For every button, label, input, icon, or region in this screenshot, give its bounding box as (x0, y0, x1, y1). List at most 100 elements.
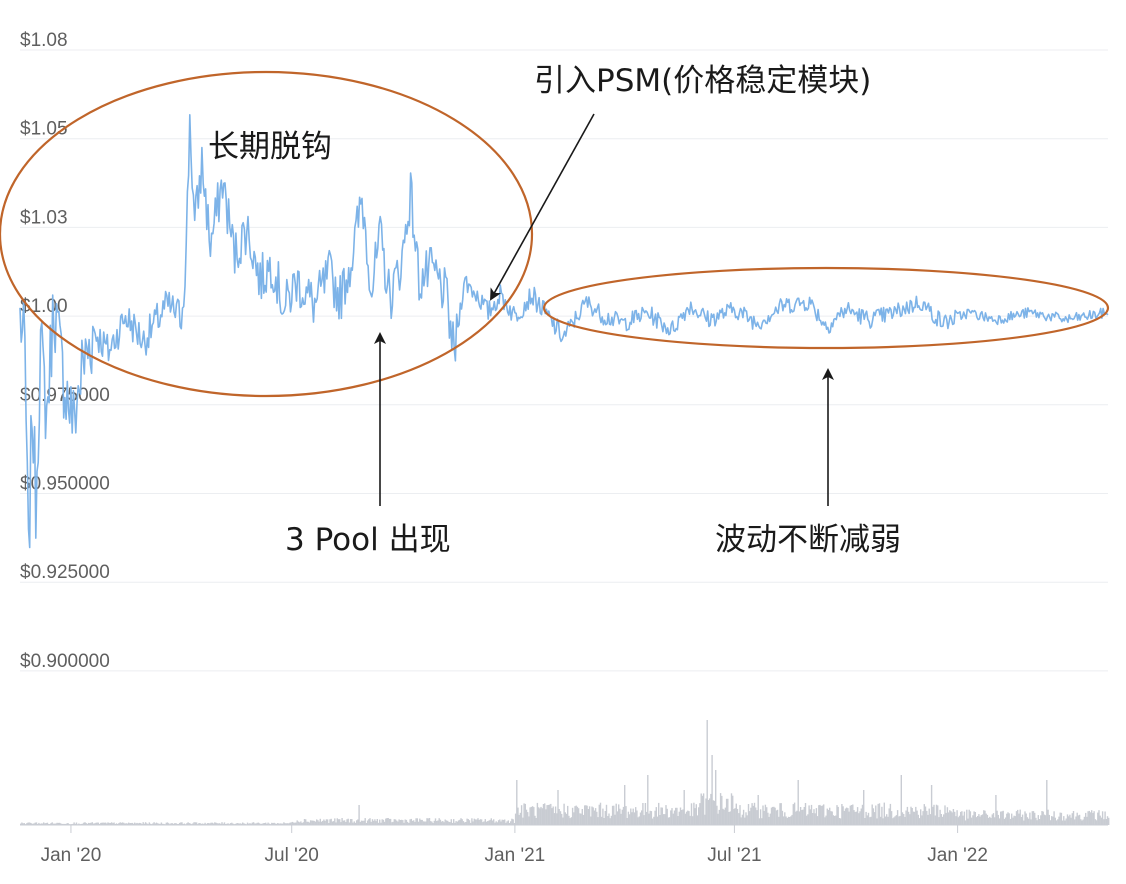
volume-bar (87, 822, 90, 825)
annotation-layer: 长期脱钩 引入PSM(价格稳定模块) 3 Pool 出现 波动不断减弱 (0, 63, 1110, 558)
volume-bar (206, 823, 209, 825)
volume-bar (136, 822, 138, 825)
volume-bar (130, 823, 132, 825)
volume-bar (855, 811, 858, 825)
volume-bar (974, 812, 976, 825)
volume-bar (180, 822, 182, 825)
volume-bar (1076, 812, 1078, 825)
volume-bar (474, 819, 477, 825)
volume-bar (1095, 820, 1098, 825)
volume-bar (666, 808, 668, 825)
volume-bar (643, 815, 645, 825)
volume-bar (295, 822, 297, 825)
volume-bar (917, 814, 919, 825)
volume-bar (44, 823, 46, 825)
volume-bar (471, 818, 473, 825)
volume-bar (745, 812, 747, 825)
volume-bar (529, 807, 531, 825)
volume-bar (1040, 815, 1042, 825)
volume-bar (818, 805, 820, 825)
volume-bar (813, 809, 815, 825)
volume-bar (861, 804, 864, 825)
volume-bar (1104, 811, 1106, 825)
volume-bar (265, 822, 267, 825)
volume-bar (187, 822, 189, 825)
volume-bar (892, 818, 894, 825)
volume-bar (632, 808, 634, 825)
volume-bar (973, 811, 975, 825)
volume-bar (791, 814, 793, 825)
volume-bar (557, 790, 559, 825)
volume-bar (883, 802, 885, 825)
volume-bar (261, 823, 263, 825)
volume-bar (849, 805, 851, 825)
volume-bar (869, 817, 871, 825)
volume-bar (477, 818, 479, 825)
volume-bar (43, 822, 45, 825)
volume-bar (658, 802, 660, 825)
volume-bar (483, 821, 485, 825)
volume-bar (161, 823, 164, 825)
volume-bar (62, 823, 64, 825)
volume-bar (74, 823, 76, 825)
volume-bar (55, 823, 57, 825)
volume-bar (402, 820, 404, 825)
volume-bar (591, 806, 593, 825)
volume-bar (73, 822, 75, 825)
volume-bar (153, 822, 155, 825)
psm-label: 引入PSM(价格稳定模块) (534, 63, 871, 99)
volume-bar (1025, 813, 1027, 825)
volume-bar (806, 815, 808, 825)
volume-bar (288, 823, 290, 825)
volume-bar (911, 808, 913, 825)
volume-bar (815, 808, 818, 825)
volume-bar (998, 818, 1001, 825)
volume-bar (614, 814, 616, 825)
volume-bar (419, 818, 421, 825)
volume-bar (950, 811, 952, 825)
volume-bar (63, 823, 66, 825)
volume-bar (332, 821, 335, 825)
volume-bar (64, 823, 67, 825)
volume-bar (906, 806, 909, 825)
volume-bar (1071, 813, 1073, 825)
volume-bar (352, 822, 354, 825)
volume-bar (195, 822, 198, 825)
volume-bar (39, 823, 41, 825)
volume-bar (576, 806, 579, 825)
volume-bar (569, 818, 571, 825)
volume-bar (200, 823, 203, 825)
volume-bar (312, 820, 314, 825)
volume-bar (881, 806, 883, 825)
volume-bar (747, 804, 750, 825)
volume-bar (937, 805, 939, 825)
volume-bar (607, 816, 609, 825)
volume-bar (331, 821, 334, 825)
volume-bar (622, 806, 625, 825)
volume-bar (900, 775, 902, 825)
volume-bar (915, 806, 917, 825)
price-series (19, 114, 1109, 549)
volume-bar (792, 804, 794, 825)
volume-bar (550, 803, 552, 825)
volume-bar (945, 812, 947, 825)
volume-bar (718, 809, 720, 825)
volume-bar (34, 822, 36, 825)
volume-bar (1011, 813, 1013, 825)
volume-bar (685, 811, 688, 825)
volume-bar (1057, 819, 1059, 825)
volume-bar (863, 790, 865, 825)
volume-bar (86, 823, 89, 825)
volume-bar (987, 817, 990, 825)
volume-bar (772, 806, 774, 825)
volume-bar (30, 823, 33, 825)
volume-bar (1074, 819, 1076, 825)
volume-bar (1052, 816, 1054, 825)
volume-bar (386, 818, 388, 825)
volume-bar (254, 823, 256, 825)
volume-bar (95, 822, 97, 825)
y-tick-label: $0.975000 (20, 385, 110, 406)
volume-bar (860, 808, 862, 825)
volume-bar (571, 807, 574, 825)
volume-bar (1042, 811, 1044, 825)
